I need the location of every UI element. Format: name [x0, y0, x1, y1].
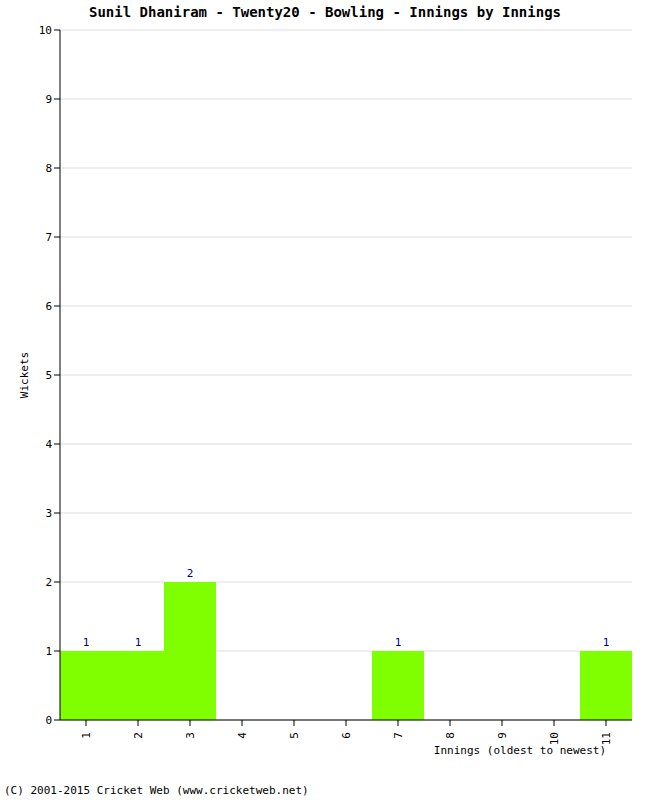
svg-text:1: 1	[80, 732, 93, 739]
svg-text:9: 9	[496, 732, 509, 739]
svg-text:2: 2	[132, 732, 145, 739]
svg-text:8: 8	[444, 732, 457, 739]
svg-text:9: 9	[45, 93, 52, 106]
svg-text:6: 6	[340, 732, 353, 739]
html-text:Sunil Dhaniram - Twenty20 - Bo: Sunil Dhaniram - Twenty20 - Bowling - In…	[89, 4, 561, 20]
svg-text:1: 1	[395, 636, 402, 649]
svg-text:6: 6	[45, 300, 52, 313]
svg-text:5: 5	[45, 369, 52, 382]
svg-text:1: 1	[83, 636, 90, 649]
svg-text:1: 1	[45, 645, 52, 658]
svg-text:1: 1	[135, 636, 142, 649]
svg-text:5: 5	[288, 732, 301, 739]
svg-text:10: 10	[39, 24, 52, 37]
svg-text:1: 1	[603, 636, 610, 649]
svg-text:3: 3	[184, 732, 197, 739]
svg-text:3: 3	[45, 507, 52, 520]
svg-text:Innings (oldest to newest): Innings (oldest to newest)	[434, 744, 606, 757]
svg-text:11: 11	[599, 732, 613, 746]
svg-text:2: 2	[187, 567, 194, 580]
svg-text:2: 2	[45, 576, 52, 589]
svg-text:Wickets: Wickets	[18, 352, 31, 398]
svg-text:4: 4	[236, 732, 249, 739]
svg-text:7: 7	[45, 231, 52, 244]
svg-text:4: 4	[45, 438, 52, 451]
svg-text:0: 0	[45, 714, 52, 727]
svg-text:8: 8	[45, 162, 52, 175]
html-text:(C) 2001-2015 Cricket Web (www: (C) 2001-2015 Cricket Web (www.cricketwe…	[4, 784, 309, 797]
svg-text:10: 10	[547, 732, 561, 746]
svg-text:7: 7	[392, 732, 405, 739]
